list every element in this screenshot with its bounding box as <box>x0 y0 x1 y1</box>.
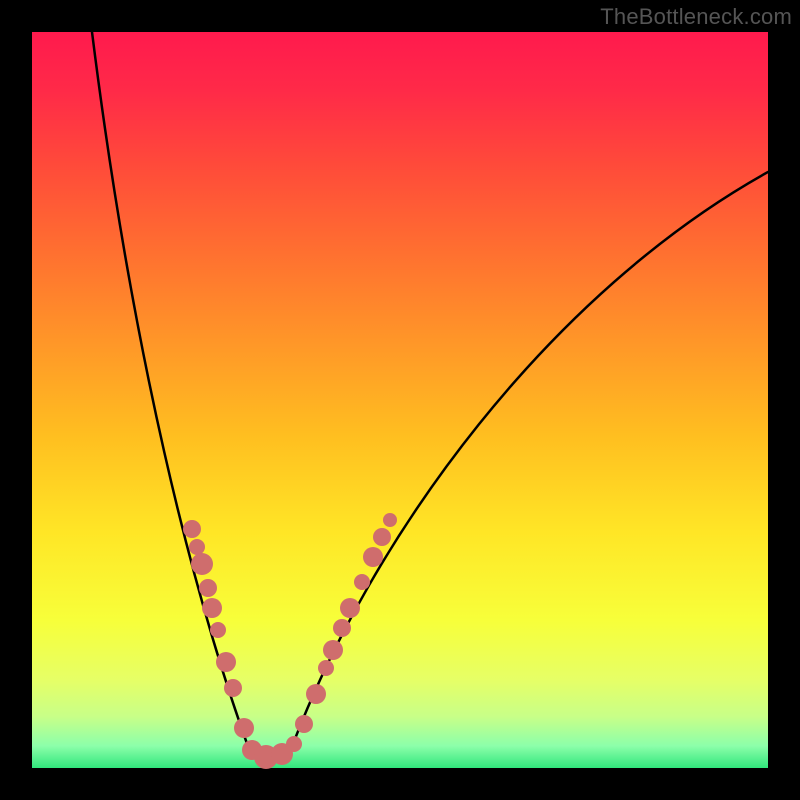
data-marker <box>216 652 236 672</box>
data-marker <box>191 553 213 575</box>
data-marker <box>354 574 370 590</box>
bottleneck-curve <box>32 32 768 768</box>
data-marker <box>183 520 201 538</box>
data-marker <box>323 640 343 660</box>
data-marker <box>340 598 360 618</box>
data-marker <box>199 579 217 597</box>
data-marker <box>363 547 383 567</box>
data-marker <box>373 528 391 546</box>
data-marker <box>306 684 326 704</box>
data-marker <box>202 598 222 618</box>
data-marker <box>333 619 351 637</box>
chart-plot-area <box>32 32 768 768</box>
data-marker <box>286 736 302 752</box>
data-marker <box>295 715 313 733</box>
data-marker <box>224 679 242 697</box>
data-marker <box>383 513 397 527</box>
data-marker <box>234 718 254 738</box>
watermark-text: TheBottleneck.com <box>600 4 792 30</box>
data-marker <box>318 660 334 676</box>
data-marker <box>210 622 226 638</box>
